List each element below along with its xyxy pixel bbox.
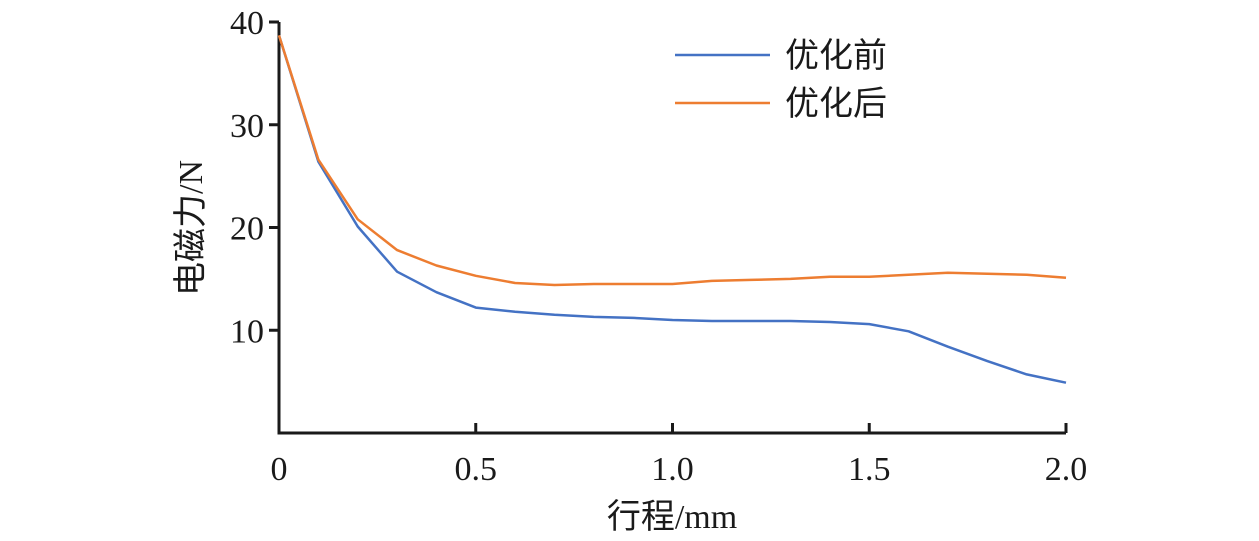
legend-label-2: 优化后 [785,85,887,123]
x-tick-label: 1.0 [651,451,694,488]
x-axis-label: 行程/mm [607,498,737,536]
y-tick-label: 30 [230,108,264,145]
legend-label-1: 优化前 [785,37,887,75]
series-line-1 [277,35,1067,384]
ticks: 0 0.5 1.0 1.5 2.0 10 20 30 40 [230,5,1087,488]
series-line-2 [277,35,1067,287]
x-tick-label: 2.0 [1045,451,1088,488]
y-axis-label: 电磁力/N [172,160,210,296]
series-lines [277,35,1067,384]
x-tick-label: 0 [271,451,288,488]
y-tick-label: 10 [230,313,264,350]
y-tick-label: 40 [230,5,264,42]
axes [277,22,1066,435]
x-tick-label: 0.5 [455,451,498,488]
y-tick-label: 20 [230,211,264,248]
x-tick-label: 1.5 [848,451,891,488]
